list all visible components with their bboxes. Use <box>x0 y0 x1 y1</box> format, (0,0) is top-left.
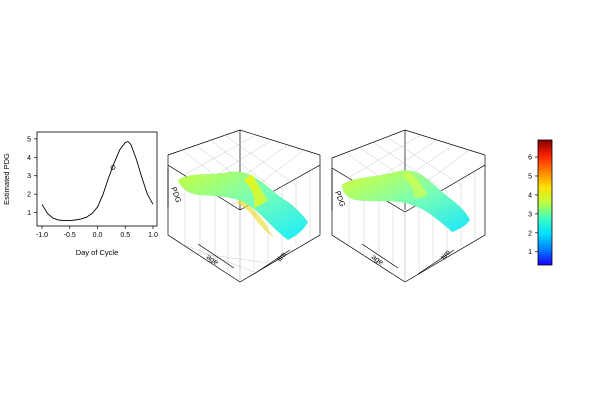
axis-arrows <box>167 168 291 275</box>
y-axis-label: tim <box>439 248 452 261</box>
surface-body <box>341 170 471 233</box>
x-tick-label: 0.0 <box>93 232 103 239</box>
x-tick-label: 1.0 <box>148 232 158 239</box>
x-axis-ticks: -1.0 -0.5 0.0 0.5 1.0 <box>36 226 158 239</box>
x-tick-label: 0.5 <box>120 232 130 239</box>
line-chart-panel: -1.0 -0.5 0.0 0.5 1.0 1 2 3 4 5 Day of Cycle Est… <box>2 131 158 257</box>
colorbar-panel: 1 2 3 4 5 6 <box>528 139 553 266</box>
y-tick-label: 4 <box>27 155 31 162</box>
colorbar-ticks: 1 2 3 4 5 6 <box>528 155 538 256</box>
surface-body <box>177 171 309 241</box>
surface-ridge <box>244 174 268 208</box>
y-axis-label: tim <box>275 250 288 263</box>
surface-ridge <box>402 172 428 198</box>
y-axis-ticks: 1 2 3 4 5 <box>27 136 37 217</box>
x-tick-label: -1.0 <box>36 232 48 239</box>
y-axis-title: Estimated PDG <box>2 153 11 205</box>
perspective-box <box>331 129 486 283</box>
colorbar <box>537 139 553 266</box>
series-line <box>41 141 154 222</box>
x-axis-title: Day of Cycle <box>76 248 119 257</box>
colorbar-tick-label: 1 <box>528 249 532 256</box>
surface-plot-left: PDG age tim <box>167 129 321 283</box>
colorbar-tick-label: 6 <box>528 155 532 162</box>
axis-arrows <box>331 170 455 275</box>
surface-plot-right: PDG age tim <box>331 129 486 283</box>
colorbar-tick-label: 5 <box>528 173 532 180</box>
z-axis-label: PDG <box>169 186 183 205</box>
x-tick-label: -0.5 <box>64 232 76 239</box>
y-tick-label: 2 <box>27 192 31 199</box>
y-tick-label: 1 <box>27 210 31 217</box>
colorbar-tick-label: 3 <box>528 211 532 218</box>
colorbar-tick-label: 2 <box>528 230 532 237</box>
surface-ridge-shadow <box>236 200 276 238</box>
plot-frame <box>36 131 158 227</box>
colorbar-tick-label: 4 <box>528 192 532 199</box>
highlight-point <box>110 165 116 170</box>
y-tick-label: 3 <box>27 173 31 180</box>
y-tick-label: 5 <box>27 136 31 143</box>
